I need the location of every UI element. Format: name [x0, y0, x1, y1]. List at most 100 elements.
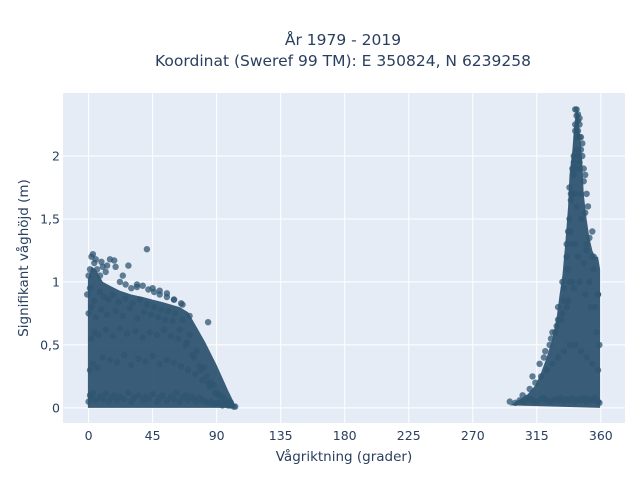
data-point — [554, 354, 562, 361]
data-point — [149, 353, 156, 360]
data-point — [566, 184, 573, 191]
data-point — [572, 121, 579, 128]
data-point — [574, 127, 582, 134]
x-tick-label: 180 — [333, 428, 357, 443]
data-point — [160, 326, 168, 333]
data-point — [116, 325, 124, 332]
data-point — [170, 359, 178, 366]
y-tick-label: 0 — [52, 400, 60, 415]
data-point — [115, 298, 122, 306]
data-point — [593, 329, 600, 336]
x-tick-label: 45 — [145, 428, 161, 443]
data-point — [106, 356, 114, 364]
data-point — [143, 246, 151, 253]
data-point — [148, 311, 155, 318]
data-point — [569, 165, 576, 172]
data-point — [116, 278, 124, 286]
data-point — [570, 171, 577, 179]
data-point — [89, 251, 97, 258]
data-point — [185, 366, 192, 374]
data-point — [542, 348, 549, 355]
data-point — [570, 159, 577, 166]
data-point — [102, 326, 109, 333]
data-point — [566, 215, 573, 223]
data-point — [576, 278, 583, 286]
y-tick-labels: 0 0,5 1 1,5 2 — [40, 148, 60, 415]
data-point — [98, 306, 105, 313]
data-point — [591, 303, 599, 311]
data-point — [569, 240, 576, 248]
data-point — [112, 263, 119, 270]
data-point — [207, 379, 215, 386]
data-point — [182, 392, 189, 399]
y-axis-title: Signifikant våghöjd (m) — [15, 179, 32, 337]
data-point — [176, 326, 183, 333]
data-point — [576, 159, 583, 166]
data-point — [165, 307, 172, 315]
data-point — [214, 392, 222, 399]
data-point — [133, 315, 141, 322]
data-point — [590, 253, 597, 260]
data-point — [573, 146, 580, 153]
data-point — [136, 296, 143, 303]
data-point — [163, 397, 171, 404]
data-point — [200, 364, 208, 371]
data-point — [580, 178, 587, 185]
data-point — [586, 234, 593, 241]
data-point — [159, 392, 166, 399]
data-point — [560, 285, 567, 292]
data-point — [580, 165, 587, 172]
data-point — [583, 247, 590, 254]
data-point — [547, 335, 555, 342]
data-point — [93, 266, 101, 273]
point-density-areas — [87, 110, 601, 408]
data-point — [589, 360, 596, 367]
data-point — [204, 319, 212, 326]
data-point — [146, 329, 153, 336]
data-point — [91, 297, 98, 304]
x-tick-label: 0 — [85, 428, 93, 443]
data-point — [88, 335, 95, 342]
data-point — [570, 152, 577, 160]
data-point — [560, 297, 567, 304]
data-point — [167, 332, 175, 340]
x-tick-label: 360 — [589, 428, 613, 443]
data-point — [96, 272, 104, 279]
data-point — [142, 358, 149, 365]
data-point — [589, 228, 596, 235]
data-point — [129, 300, 136, 307]
data-point — [232, 403, 239, 410]
data-point — [540, 354, 548, 361]
x-tick-label: 225 — [397, 428, 421, 443]
data-point — [135, 392, 142, 399]
data-point — [133, 281, 141, 288]
data-point — [122, 281, 129, 288]
data-point — [163, 356, 171, 364]
data-point — [583, 354, 590, 361]
data-point — [102, 268, 109, 276]
data-point — [596, 399, 603, 406]
data-point — [170, 296, 178, 303]
y-tick-label: 1,5 — [40, 211, 60, 226]
data-point — [559, 278, 566, 286]
data-point — [145, 395, 152, 403]
x-tick-label: 315 — [525, 428, 549, 443]
data-point — [186, 331, 193, 338]
data-point — [183, 339, 190, 346]
y-tick-label: 0,5 — [40, 337, 60, 352]
data-point — [149, 390, 156, 398]
data-point — [179, 301, 186, 308]
data-point — [153, 331, 161, 338]
data-point — [98, 258, 105, 265]
data-point — [573, 203, 580, 210]
data-point — [564, 266, 572, 273]
data-point — [529, 373, 536, 380]
data-point — [126, 305, 134, 312]
x-tick-label: 90 — [209, 428, 225, 443]
chart-title-line2: Koordinat (Sweref 99 TM): E 350824, N 62… — [155, 52, 531, 70]
data-point — [156, 287, 163, 294]
x-tick-label: 270 — [461, 428, 485, 443]
data-point — [179, 316, 186, 323]
data-point — [532, 379, 539, 386]
data-point — [177, 363, 185, 370]
